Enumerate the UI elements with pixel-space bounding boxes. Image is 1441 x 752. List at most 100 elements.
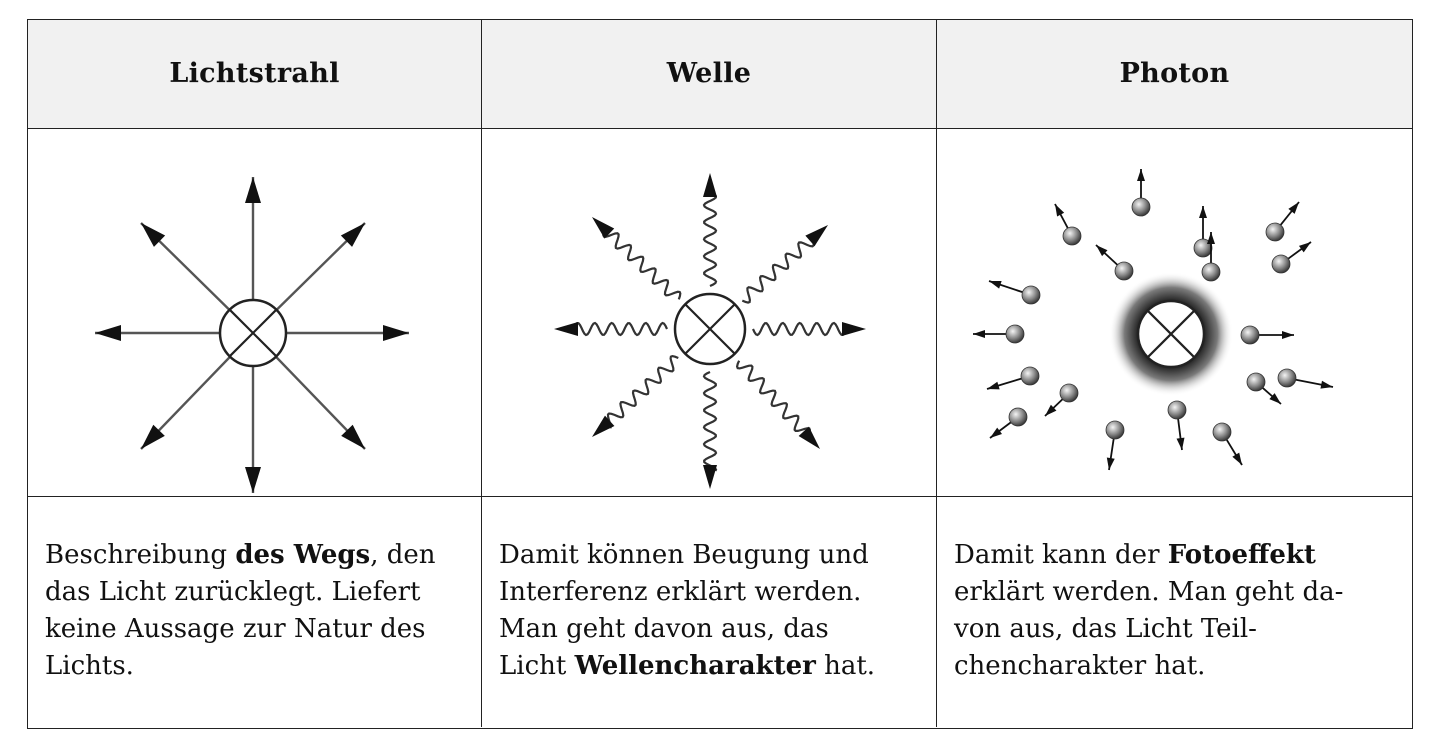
text-segment: Beschreibung: [45, 540, 236, 570]
photon-arrowhead: [1269, 393, 1281, 404]
description-photon: Damit kann der Fotoeffekt erklärt werden.…: [954, 537, 1398, 685]
wave-arrowhead: [703, 465, 717, 489]
wave-ray: [571, 321, 668, 337]
photon-particle: [1271, 254, 1291, 274]
photon-particle: [1008, 407, 1028, 427]
description-cell-welle: Damit können Beugung und Interferenz erkl…: [482, 497, 937, 727]
photon-arrowhead: [1137, 169, 1145, 181]
wave-arrowhead: [554, 322, 578, 336]
description-cell-photon: Damit kann der Fotoeffekt erklärt werden.…: [937, 497, 1412, 727]
cross-line: [684, 303, 736, 355]
photon-particle: [1059, 383, 1079, 403]
photon-particle: [1020, 366, 1040, 386]
header-cell-photon: Photon: [937, 20, 1412, 128]
description-line: Damit kann der Fotoeffekt: [954, 537, 1398, 574]
wave-ray: [741, 233, 815, 304]
description-line: erklärt werden. Man geht da-: [954, 574, 1398, 611]
wave-ray: [752, 321, 849, 337]
cross-line: [1146, 309, 1196, 359]
text-segment: keine Aussage zur Natur des: [45, 614, 426, 644]
text-segment: Interferenz erklärt werden.: [499, 577, 862, 607]
light-ray-diagram: [95, 177, 409, 493]
description-welle: Damit können Beugung und Interferenz erkl…: [499, 537, 922, 685]
photon-arrowhead: [1045, 404, 1057, 416]
text-segment: Damit kann der: [954, 540, 1168, 570]
description-line: von aus, das Licht Teil-: [954, 611, 1398, 648]
photon-arrowhead: [1096, 245, 1108, 257]
photon-particle: [1062, 226, 1082, 246]
text-segment: hat.: [815, 651, 876, 681]
description-line: Man geht davon aus, das: [499, 611, 922, 648]
description-line: Interferenz erklärt werden.: [499, 574, 922, 611]
emphasis-term: Wellencharakter: [574, 651, 816, 681]
photon-arrowhead: [973, 330, 985, 338]
wave-arrowhead: [703, 173, 717, 197]
wave-ray: [735, 360, 812, 433]
text-segment: chencharakter hat.: [954, 651, 1206, 681]
description-line: Licht Wellencharakter hat.: [499, 648, 922, 685]
photon-particle: [1131, 197, 1151, 217]
header-lichtstrahl: Lichtstrahl: [169, 58, 340, 89]
wave-ray: [602, 232, 682, 300]
photon-particle: [1167, 400, 1187, 420]
description-line: das Licht zurücklegt. Liefert: [45, 574, 467, 611]
ray-arrowhead: [245, 177, 261, 203]
light-wave-diagram: [554, 173, 866, 489]
ray-arrowhead: [245, 467, 261, 493]
ray-arrowhead: [141, 223, 166, 247]
photon-arrowhead: [1055, 204, 1065, 217]
wave-arrowhead: [798, 426, 820, 449]
photon-particle: [1005, 324, 1025, 344]
text-segment: Lichts.: [45, 651, 134, 681]
illustration-cell-photon: [937, 129, 1412, 496]
description-line: chencharakter hat.: [954, 648, 1398, 685]
photon-arrowhead: [1298, 242, 1311, 253]
text-segment: erklärt werden. Man geht da-: [954, 577, 1344, 607]
description-row: Beschreibung des Wegs, den das Licht zurü…: [28, 497, 1412, 727]
photon-particle: [1277, 368, 1297, 388]
photon-arrowhead: [1232, 452, 1242, 465]
photon-arrowhead: [1282, 331, 1294, 339]
photon-particle: [1265, 222, 1285, 242]
photon-arrowhead: [1199, 206, 1207, 218]
ray-arrowhead: [141, 424, 165, 449]
description-line: Beschreibung des Wegs, den: [45, 537, 467, 574]
description-lichtstrahl: Beschreibung des Wegs, den das Licht zurü…: [45, 537, 467, 685]
header-cell-welle: Welle: [482, 20, 937, 128]
illustration-cell-lichtstrahl: [28, 129, 482, 496]
wave-ray: [606, 354, 679, 429]
photon-particle: [1114, 261, 1134, 281]
emphasis-term: Fotoeffekt: [1167, 540, 1316, 570]
photon-diagram: [973, 169, 1334, 471]
wave-arrowhead: [592, 217, 615, 239]
header-cell-lichtstrahl: Lichtstrahl: [28, 20, 482, 128]
ray-arrowhead: [340, 223, 365, 247]
light-models-table: Lichtstrahl Welle Photon Beschreibung de…: [27, 19, 1413, 729]
wave-arrowhead: [842, 322, 866, 336]
text-segment: Licht: [499, 651, 575, 681]
photon-particle: [1021, 285, 1041, 305]
header-row: Lichtstrahl Welle Photon: [28, 20, 1412, 129]
photon-arrowhead: [987, 381, 1000, 390]
cross-line: [228, 308, 278, 358]
photon-particle: [1246, 372, 1266, 392]
photon-particle: [1105, 420, 1125, 440]
text-segment: Damit können Beugung und: [499, 540, 869, 570]
photon-arrowhead: [1106, 457, 1115, 470]
photon-arrowhead: [1176, 437, 1185, 450]
ray-arrowhead: [341, 424, 365, 449]
text-segment: das Licht zurücklegt. Liefert: [45, 577, 421, 607]
wave-ray: [702, 371, 718, 472]
ray-arrowhead: [383, 325, 409, 341]
header-photon: Photon: [1119, 58, 1230, 89]
photon-particle: [1240, 325, 1260, 345]
illustration-cell-welle: [482, 129, 937, 496]
wave-arrowhead: [592, 415, 615, 437]
photon-particle: [1212, 422, 1232, 442]
photon-arrowhead: [1207, 232, 1215, 244]
text-segment: Man geht davon aus, das: [499, 614, 829, 644]
photon-particle: [1201, 262, 1221, 282]
description-line: Damit können Beugung und: [499, 537, 922, 574]
wave-ray: [702, 190, 718, 287]
text-segment: von aus, das Licht Teil-: [954, 614, 1257, 644]
